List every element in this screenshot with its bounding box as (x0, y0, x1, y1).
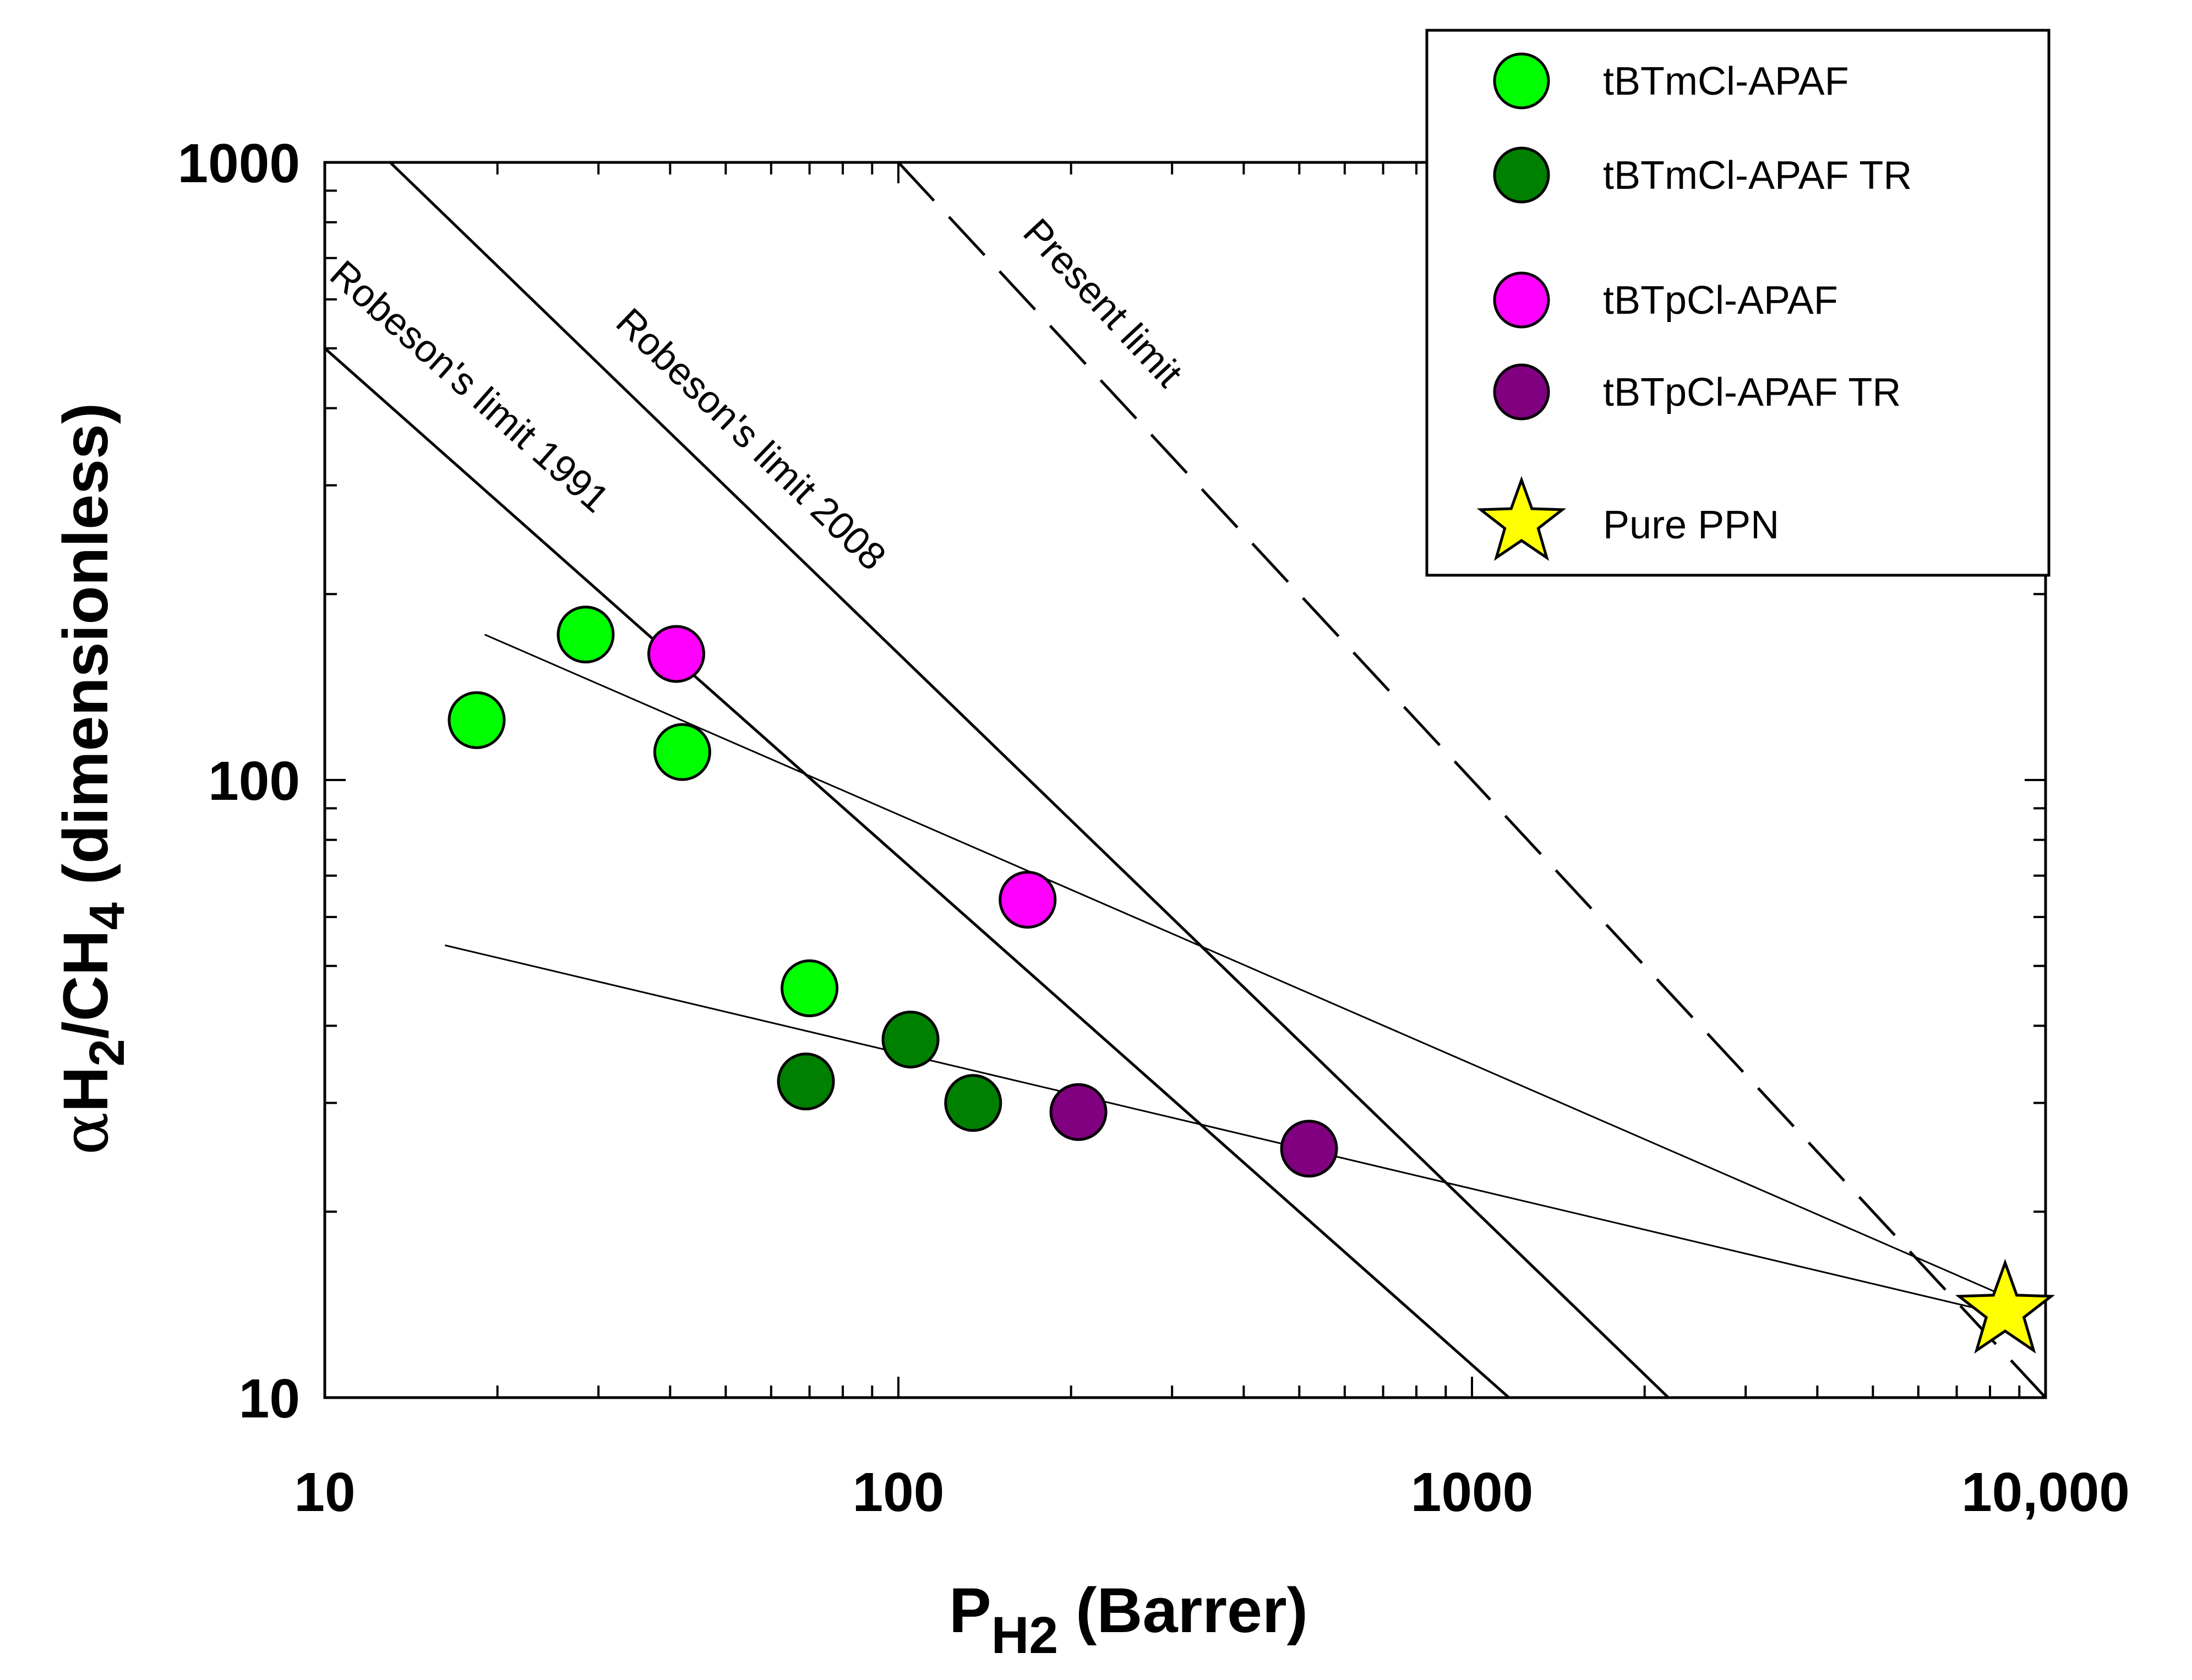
x-axis-title-sub: H2 (991, 1606, 1058, 1665)
point-pure-ppn (1955, 1258, 2055, 1354)
legend-label-tbtpcl-apaf-tr: tBTpCl-APAF TR (1603, 370, 1901, 414)
reference-line-present-limit (897, 161, 2047, 1399)
point-tbtmcl-apaf-tr (944, 1074, 1002, 1132)
y-tick-labels: 10 100 1000 (178, 133, 300, 1430)
point-tbtmcl-apaf (781, 959, 839, 1017)
legend-marker-tbtmcl-apaf (1493, 52, 1550, 110)
legend-marker-tbtpcl-apaf (1493, 271, 1550, 329)
y-tick-label: 100 (208, 750, 300, 812)
y-tick-label: 1000 (178, 133, 300, 194)
point-tbtmcl-apaf (557, 606, 615, 664)
legend-marker-pure-ppn (1476, 476, 1567, 561)
x-tick-label: 10,000 (1961, 1461, 2130, 1523)
legend: tBTmCl-APAF tBTmCl-APAF TR tBTpCl-APAF t… (1425, 29, 2051, 577)
x-tick-label: 100 (853, 1461, 945, 1523)
x-axis-title-main: P (949, 1575, 991, 1646)
y-tick-label: 10 (239, 1368, 300, 1430)
point-tbtmcl-apaf-tr (881, 1010, 940, 1068)
y-axis-title-sub1: 2 (80, 1039, 135, 1066)
point-tbtpcl-apaf (647, 625, 706, 683)
legend-label-tbtmcl-apaf: tBTmCl-APAF (1603, 59, 1849, 103)
x-tick-label: 1000 (1411, 1461, 1533, 1523)
legend-label-tbtpcl-apaf: tBTpCl-APAF (1603, 279, 1838, 323)
trend-lines (444, 634, 2006, 1316)
x-tick-label: 10 (294, 1461, 355, 1523)
legend-marker-tbtmcl-apaf-tr (1493, 146, 1550, 204)
point-tbtmcl-apaf (448, 691, 506, 749)
point-tbtmcl-apaf (653, 723, 711, 781)
point-tbtpcl-apaf (999, 870, 1057, 929)
trend-line-2 (444, 944, 2005, 1316)
reference-lines (324, 161, 2047, 1399)
point-tbtpcl-apaf-tr (1049, 1083, 1108, 1141)
y-axis-title-suffix: (dimensionless) (51, 403, 121, 902)
y-axis-title-mid: /CH (51, 930, 121, 1039)
trend-line-1 (484, 634, 2006, 1297)
y-axis-title-h: H (51, 1066, 121, 1112)
y-axis-title-sub2: 4 (80, 902, 135, 930)
x-axis-title: PH2 (Barrer) (949, 1575, 1308, 1665)
legend-label-pure-ppn: Pure PPN (1603, 503, 1779, 547)
point-tbtmcl-apaf-tr (777, 1052, 835, 1111)
y-axis-title: αH2/CH4 (dimensionless) (49, 403, 135, 1155)
x-axis-title-suffix: (Barrer) (1058, 1575, 1308, 1646)
reference-line-robeson-s-limit-2008 (389, 161, 1670, 1399)
y-axis-title-alpha: α (49, 1112, 123, 1155)
x-tick-labels: 10 100 1000 10,000 (294, 1461, 2130, 1523)
legend-label-tbtmcl-apaf-tr: tBTmCl-APAF TR (1603, 154, 1912, 198)
data-points (448, 606, 2055, 1354)
point-tbtpcl-apaf-tr (1280, 1120, 1338, 1178)
legend-marker-tbtpcl-apaf-tr (1493, 363, 1550, 421)
reference-line-robeson-s-limit-1991 (324, 347, 1510, 1399)
